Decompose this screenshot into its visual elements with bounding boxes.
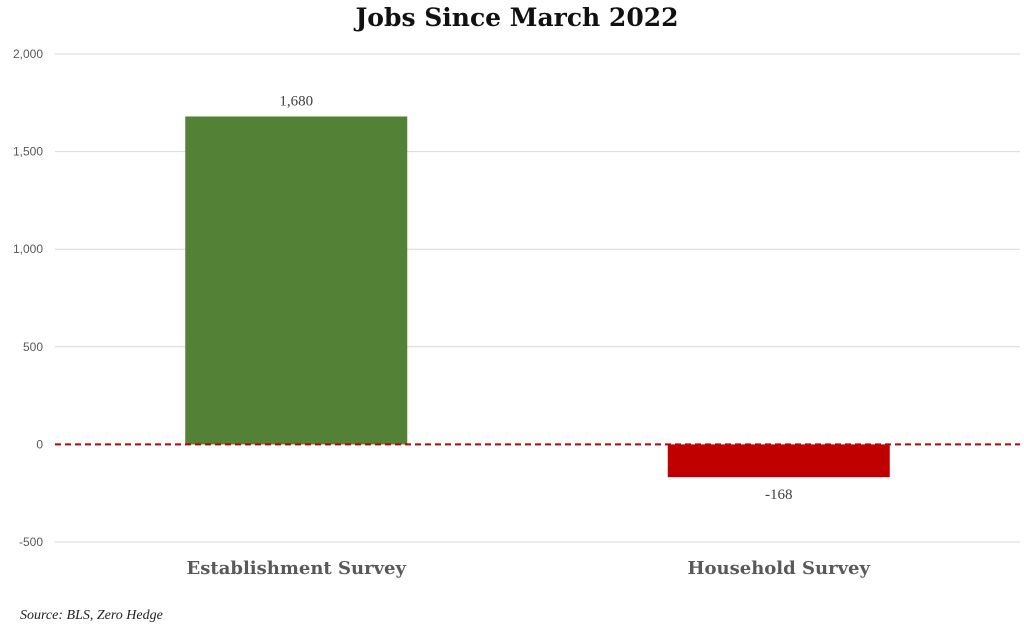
y-tick-label: -500 [19,535,43,549]
category-label: Household Survey [688,558,871,579]
y-tick-label: 1,000 [13,242,43,256]
y-tick-label: 0 [36,437,43,451]
y-tick-label: 1,500 [13,145,43,159]
label-layer: 1,680 Establishment Survey -168 Household S… [187,93,871,579]
category-label: Establishment Survey [187,558,407,579]
source-note: Source: BLS, Zero Hedge [20,608,163,623]
data-label: 1,680 [279,93,313,109]
bar-establishment-survey [185,116,408,445]
bar-household-survey [667,444,890,478]
y-tick-label: 2,000 [13,47,43,61]
chart-title: Jobs Since March 2022 [353,3,678,32]
data-label: -168 [765,487,793,503]
y-tick-label: 500 [23,340,43,354]
bar-layer [185,116,890,478]
